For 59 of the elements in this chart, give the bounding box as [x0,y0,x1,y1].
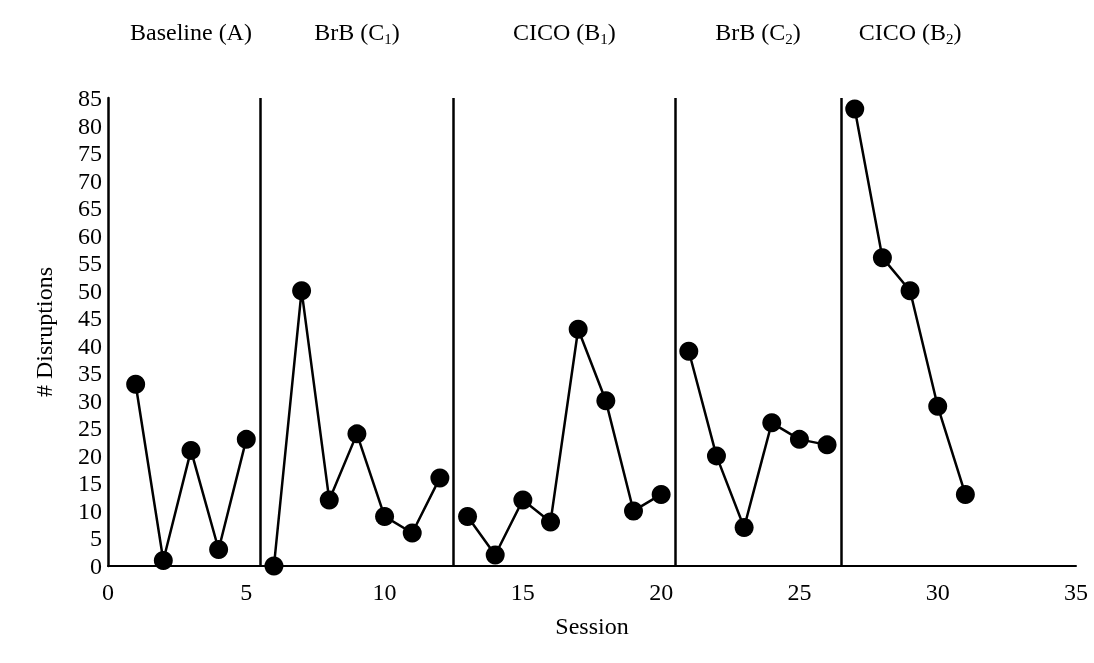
point [817,435,837,455]
point [955,484,975,504]
y-tick-label: 80 [78,112,102,139]
x-axis-title: Session [555,613,629,639]
y-tick-label: 35 [78,360,102,387]
point [900,281,920,301]
point [347,424,367,444]
y-tick-label: 15 [78,470,102,497]
y-tick-label: 40 [78,332,102,359]
point [734,517,754,537]
x-tick-label: 35 [1064,579,1088,605]
point [596,391,616,411]
point [568,319,588,339]
y-tick-label: 50 [78,277,102,304]
point [541,512,561,532]
point [319,490,339,510]
point [513,490,533,510]
point [181,440,201,460]
point [153,551,173,570]
point [209,539,229,559]
y-tick-label: 75 [78,140,102,167]
point [845,99,865,119]
point [872,248,892,268]
point [762,413,782,433]
x-tick-label: 10 [372,579,397,605]
point [292,281,312,301]
x-tick-label: 25 [787,579,812,605]
point [485,545,505,565]
y-tick-label: 55 [78,250,102,277]
point [624,501,643,521]
point [679,341,699,361]
point [706,446,726,466]
point [458,506,478,526]
y-tick-label: 65 [78,195,102,222]
text: Baseline (A) [129,19,252,45]
point [928,396,948,416]
y-tick-label: 10 [78,497,102,524]
point [651,484,671,504]
x-tick-label: 15 [510,579,535,605]
y-tick-label: 45 [78,305,102,332]
y-axis-title: # Disruptions [31,266,57,398]
point [402,523,422,543]
point [375,506,395,526]
y-tick-label: 20 [78,442,102,469]
point [264,556,284,576]
point [126,374,146,394]
y-tick-label: 5 [90,525,102,552]
x-tick-label: 5 [240,579,253,605]
point [236,429,256,449]
y-tick-label: 85 [78,85,102,111]
point [430,468,450,488]
y-tick-label: 60 [78,222,102,249]
point [789,429,809,449]
y-tick-label: 25 [78,415,102,442]
x-tick-label: 30 [925,579,950,605]
y-tick-label: 70 [78,167,102,194]
x-tick-label: 20 [649,579,674,605]
y-tick-label: 0 [90,553,102,579]
y-tick-label: 30 [78,387,102,414]
